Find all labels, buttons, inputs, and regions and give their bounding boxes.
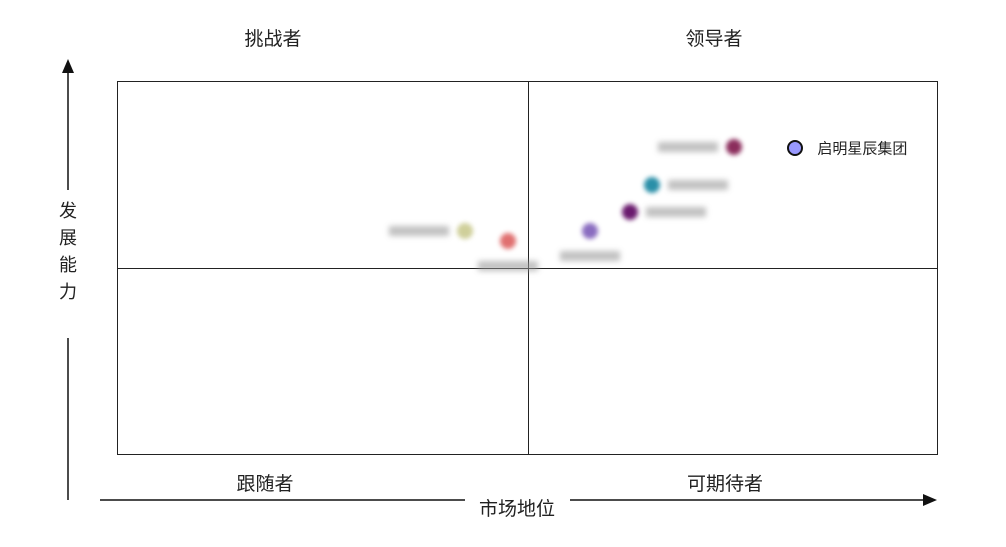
data-point-label-obscured bbox=[646, 207, 707, 218]
data-point-label-obscured bbox=[560, 250, 621, 261]
quadrant-label-challengers: 挑战者 bbox=[244, 28, 302, 50]
data-point-label: 启明星辰集团 bbox=[817, 139, 908, 158]
y-axis-arrowhead bbox=[62, 59, 74, 73]
data-point bbox=[582, 222, 599, 239]
data-point bbox=[725, 139, 742, 156]
y-axis-label: 发展能力 bbox=[59, 201, 77, 303]
data-point bbox=[643, 176, 660, 193]
data-point bbox=[499, 232, 516, 249]
x-axis-label: 市场地位 bbox=[478, 498, 556, 520]
data-point-label-obscured bbox=[389, 225, 450, 236]
data-point-label-obscured bbox=[657, 142, 718, 153]
data-point bbox=[457, 222, 474, 239]
data-point bbox=[622, 204, 639, 221]
quadrant-label-followers: 跟随者 bbox=[236, 473, 294, 495]
x-axis-arrowhead bbox=[923, 494, 937, 506]
data-point-label-obscured bbox=[477, 260, 538, 271]
quadrant-label-leaders: 领导者 bbox=[685, 28, 743, 50]
quadrant-plot-area: 启明星辰集团 bbox=[117, 81, 938, 455]
data-point-label-obscured bbox=[667, 179, 728, 190]
data-point bbox=[787, 139, 804, 156]
quadrant-label-promising: 可期待者 bbox=[686, 473, 764, 495]
